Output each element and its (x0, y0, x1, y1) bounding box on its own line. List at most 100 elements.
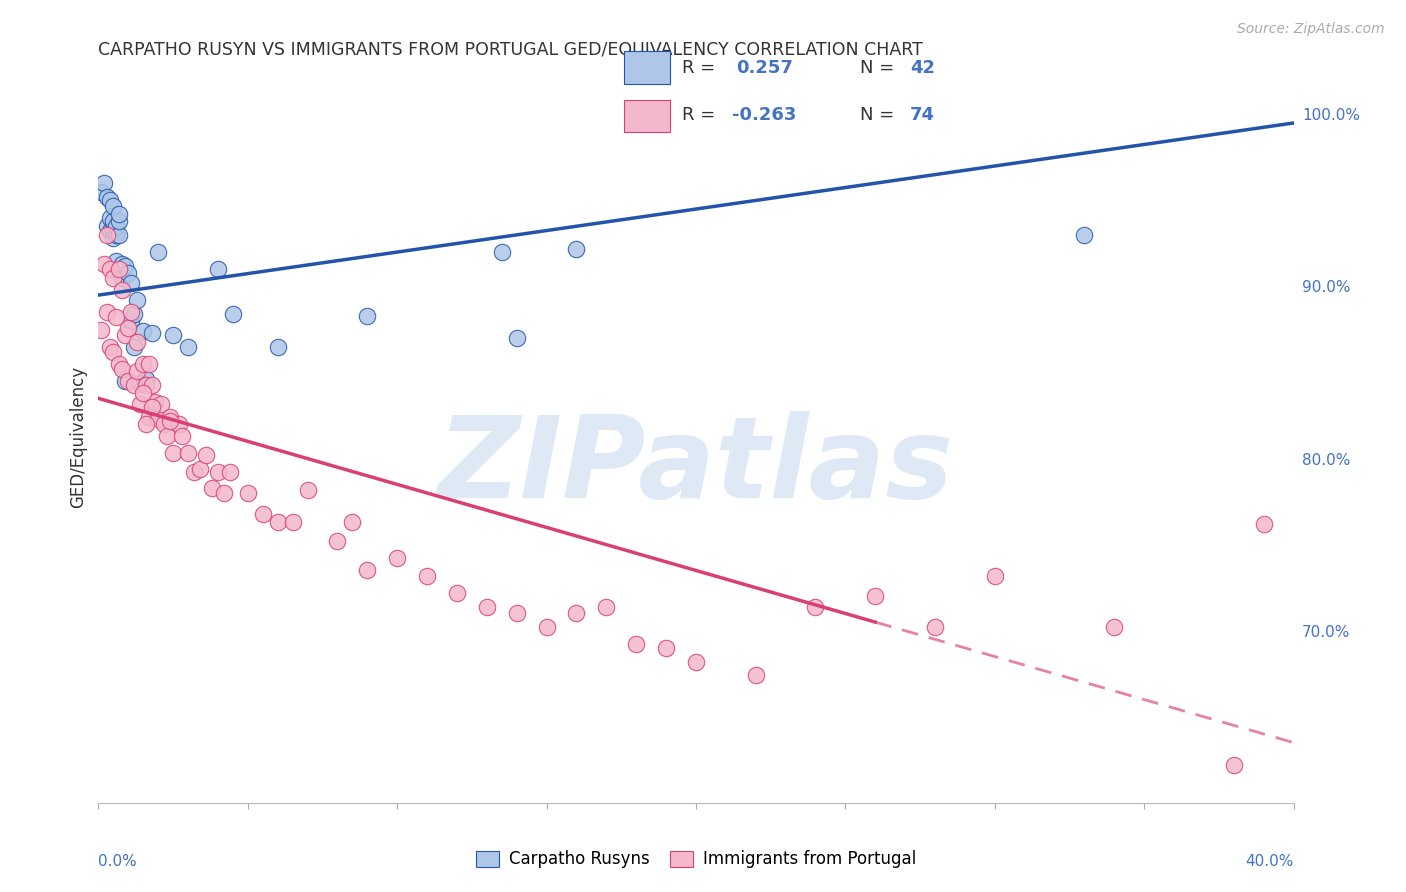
Point (141, 326, 163, 340)
Point (167, 417, 190, 432)
Point (96, 219, 118, 234)
Point (135, 372, 157, 386)
Point (153, 417, 176, 432)
Point (219, 466, 242, 480)
Point (267, 516, 290, 530)
Point (127, 334, 149, 349)
Point (111, 271, 134, 285)
Text: -0.263: -0.263 (733, 106, 796, 124)
Point (120, 276, 142, 290)
Point (141, 400, 163, 414)
Point (90, 185, 112, 199)
Point (156, 429, 179, 443)
Point (159, 410, 181, 425)
Point (132, 357, 155, 371)
Point (103, 198, 125, 212)
Point (326, 534, 349, 549)
Point (141, 377, 163, 392)
Point (207, 466, 229, 480)
Point (96, 227, 118, 242)
Point (127, 364, 149, 378)
Point (111, 257, 134, 271)
Point (98, 224, 122, 238)
Point (124, 340, 146, 354)
Point (745, 668, 768, 682)
Point (804, 599, 827, 614)
Point (105, 253, 128, 268)
Point (98, 194, 122, 208)
Point (148, 245, 170, 260)
Point (93, 176, 115, 190)
Legend: Carpatho Rusyns, Immigrants from Portugal: Carpatho Rusyns, Immigrants from Portuga… (470, 844, 922, 875)
Point (297, 483, 319, 497)
Point (135, 377, 157, 392)
Text: CARPATHO RUSYN VS IMMIGRANTS FROM PORTUGAL GED/EQUIVALENCY CORRELATION CHART: CARPATHO RUSYN VS IMMIGRANTS FROM PORTUG… (98, 41, 924, 59)
Point (195, 448, 218, 462)
Point (416, 568, 439, 582)
Point (129, 376, 152, 390)
Point (96, 305, 118, 319)
Point (252, 507, 274, 521)
Point (117, 320, 139, 334)
Text: 42: 42 (910, 59, 935, 77)
Point (172, 429, 194, 443)
Point (162, 327, 184, 342)
Text: 0.0%: 0.0% (98, 854, 138, 869)
Point (103, 214, 125, 228)
Text: 40.0%: 40.0% (1246, 854, 1294, 869)
Text: N =: N = (860, 106, 900, 124)
Point (120, 314, 142, 328)
Point (506, 607, 529, 621)
Point (124, 307, 146, 321)
Point (108, 214, 131, 228)
Point (159, 414, 181, 428)
Point (114, 327, 136, 342)
Point (111, 283, 134, 297)
Point (105, 310, 128, 325)
Point (222, 307, 245, 321)
Point (132, 324, 155, 338)
Point (385, 551, 409, 566)
Point (124, 377, 146, 392)
Point (1104, 620, 1126, 634)
Point (626, 637, 648, 651)
Point (565, 242, 588, 256)
Point (446, 586, 468, 600)
Point (138, 357, 160, 371)
Point (1253, 516, 1275, 531)
Point (98, 211, 122, 225)
Point (356, 309, 378, 323)
Point (120, 305, 142, 319)
Point (148, 412, 170, 426)
Point (536, 620, 558, 634)
Point (135, 417, 157, 432)
Point (108, 207, 131, 221)
Point (162, 446, 184, 460)
Point (267, 340, 290, 354)
Bar (624, 100, 669, 132)
Point (1223, 758, 1246, 772)
Point (103, 223, 125, 237)
Point (342, 516, 364, 530)
Point (105, 227, 128, 242)
Point (1073, 227, 1095, 242)
Point (177, 340, 200, 354)
Text: R =: R = (682, 106, 721, 124)
Point (150, 396, 173, 410)
Point (475, 599, 498, 614)
Text: ZIPatlas: ZIPatlas (437, 411, 955, 522)
Point (93, 257, 115, 271)
Point (98, 262, 122, 277)
Point (924, 620, 946, 634)
Bar (624, 52, 669, 84)
Point (356, 564, 378, 578)
Point (103, 231, 125, 245)
Point (98, 340, 122, 354)
Point (132, 386, 155, 401)
Point (188, 462, 211, 476)
Point (491, 245, 513, 260)
Y-axis label: GED/Equivalency: GED/Equivalency (69, 366, 87, 508)
Point (108, 227, 131, 242)
Point (655, 640, 678, 655)
Point (506, 331, 529, 345)
